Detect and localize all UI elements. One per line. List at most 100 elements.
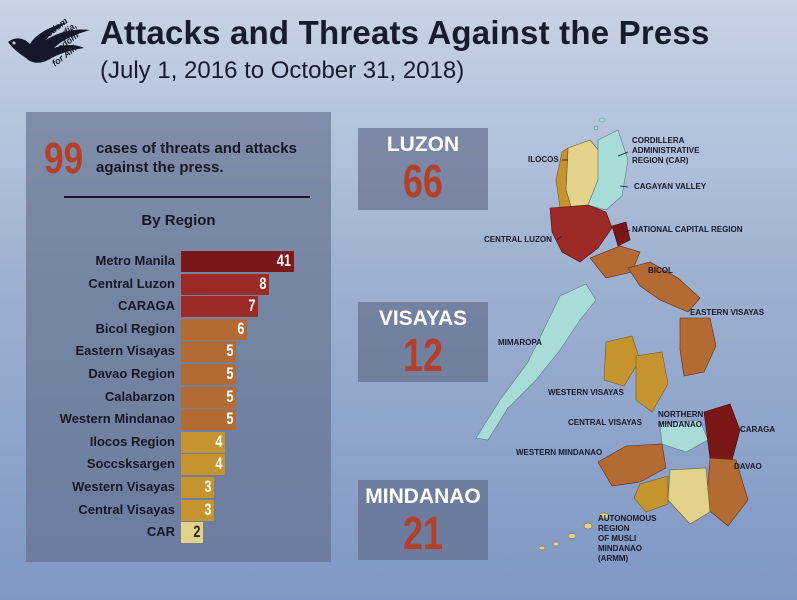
bar-row: Bicol Region 6 (26, 318, 331, 341)
bar-category-label: Bicol Region (95, 320, 175, 336)
map-label-central-visayas: CENTRAL VISAYAS (568, 418, 642, 427)
bar-category-label: Davao Region (88, 366, 175, 381)
page-subtitle: (July 1, 2016 to October 31, 2018) (100, 57, 465, 84)
bar-row: Soccsksargen 4 (26, 454, 331, 476)
bar: 4 (181, 454, 226, 476)
bar-value-label: 4 (214, 454, 223, 474)
bar-row: Western Mindanao 5 (26, 409, 331, 431)
divider (64, 196, 310, 198)
bar-value-label: 5 (225, 364, 234, 383)
bar: 41 (181, 251, 294, 272)
map-region-western-visayas (603, 335, 641, 387)
map-label-armm: AUTONOMOUS REGION OF MUSLI MINDANAO (ARM… (598, 514, 657, 563)
bar: 3 (181, 499, 215, 521)
map-label-ilocos: ILOCOS (528, 155, 559, 164)
map-region-soccsksargen (667, 467, 711, 525)
bar-value-label: 6 (236, 318, 245, 338)
map-label-caraga: CARAGA (740, 425, 776, 434)
mindanao-label: MINDANAO (365, 485, 481, 508)
bar-row: Metro Manila 41 (26, 251, 331, 273)
bar: 8 (181, 273, 270, 295)
bar: 5 (181, 386, 237, 408)
visayas-box: VISAYAS 12 (358, 302, 488, 382)
bar: 5 (181, 409, 237, 431)
bar-category-label: Western Visayas (72, 479, 175, 494)
bar: 6 (181, 318, 248, 340)
region-panel: 99 cases of threats and attacks against … (26, 112, 331, 562)
visayas-label: VISAYAS (378, 307, 468, 330)
bar-row: CARAGA 7 (26, 296, 331, 318)
map-region-calabarzon (589, 245, 641, 279)
bar-row: Davao Region 5 (26, 364, 331, 386)
map-label-western-visayas: WESTERN VISAYAS (548, 388, 624, 397)
bar-category-label: Central Luzon (88, 275, 175, 291)
bar-category-label: Central Visayas (78, 501, 175, 517)
bar-row: Central Visayas 3 (26, 499, 331, 522)
bar-category-label: Eastern Visayas (75, 343, 176, 359)
bar: 3 (181, 477, 215, 498)
by-region-heading: By Region (141, 212, 216, 229)
bar: 5 (181, 364, 237, 385)
map-label-ncr: NATIONAL CAPITAL REGION (632, 225, 743, 234)
map-label-central-luzon: CENTRAL LUZON (484, 235, 552, 244)
map-region-western-mindanao (597, 443, 667, 487)
bar-value-label: 7 (248, 296, 256, 316)
bar: 7 (181, 296, 259, 318)
map-region-mimaropa (475, 283, 597, 441)
batanes-islands (593, 117, 606, 131)
bar: 2 (181, 522, 204, 544)
bar-value-label: 3 (203, 477, 212, 496)
luzon-box: LUZON 66 (358, 128, 488, 210)
bar-value-label: 8 (259, 273, 267, 293)
bar-row: Calabarzon 5 (26, 386, 331, 409)
bar-value-label: 5 (225, 386, 234, 406)
map-label-western-mindanao: WESTERN MINDANAO (516, 448, 603, 457)
freedom-logo-bird-icon (8, 22, 90, 63)
bar-category-label: CARAGA (117, 298, 175, 314)
map-region-bicol (627, 261, 701, 313)
luzon-value: 66 (403, 155, 443, 207)
bar-category-label: Calabarzon (104, 388, 175, 404)
map-label-northern-mindanao: NORTHERN MINDANAO (658, 410, 704, 429)
bar-value-label: 41 (276, 251, 291, 270)
bar-category-label: Western Mindanao (59, 411, 175, 427)
bar-category-label: Metro Manila (95, 253, 175, 268)
map-region-northern-mindanao (659, 419, 709, 453)
mindanao-box: MINDANAO 21 (358, 480, 488, 560)
total-cases-text: cases of threats and attacks against the… (96, 140, 297, 176)
map-label-mimaropa: MIMAROPA (498, 338, 542, 347)
map-region-central-luzon (549, 204, 613, 263)
sulu-islands (538, 512, 610, 551)
page-title: Attacks and Threats Against the Press (100, 14, 710, 51)
bar-category-label: CAR (146, 524, 175, 540)
map-label-car: CORDILLERA ADMINISTRATIVE REGION (CAR) (632, 136, 700, 165)
bar-value-label: 5 (225, 341, 234, 361)
luzon-label: LUZON (386, 133, 460, 156)
mindanao-value: 21 (403, 507, 443, 559)
bar-category-label: Ilocos Region (89, 433, 175, 449)
bar-value-label: 5 (225, 409, 234, 429)
total-cases: 99 (44, 134, 84, 183)
bar: 5 (181, 341, 237, 363)
map-region-central-visayas (635, 351, 669, 413)
map-label-bicol: BICOL (648, 266, 673, 275)
map-region-armm (633, 475, 669, 513)
map-region-eastern-visayas (679, 317, 717, 377)
map-region-cagayan (587, 129, 629, 211)
bar-row: Western Visayas 3 (26, 477, 331, 499)
map-label-davao: DAVAO (734, 462, 762, 471)
visayas-value: 12 (403, 329, 443, 381)
bar-row: Ilocos Region 4 (26, 431, 331, 454)
map-label-eastern-visayas: EASTERN VISAYAS (690, 308, 765, 317)
bar-row: Central Luzon 8 (26, 273, 331, 296)
bar-value-label: 4 (214, 431, 223, 451)
map-label-cagayan-valley: CAGAYAN VALLEY (634, 182, 707, 191)
bar-value-label: 3 (203, 499, 212, 519)
bar-category-label: Soccsksargen (86, 456, 175, 472)
bar: 4 (181, 431, 226, 453)
map-region-caraga (703, 403, 741, 461)
bar-value-label: 2 (192, 522, 201, 542)
bar-row: CAR 2 (26, 522, 331, 544)
bar-row: Eastern Visayas 5 (26, 341, 331, 363)
